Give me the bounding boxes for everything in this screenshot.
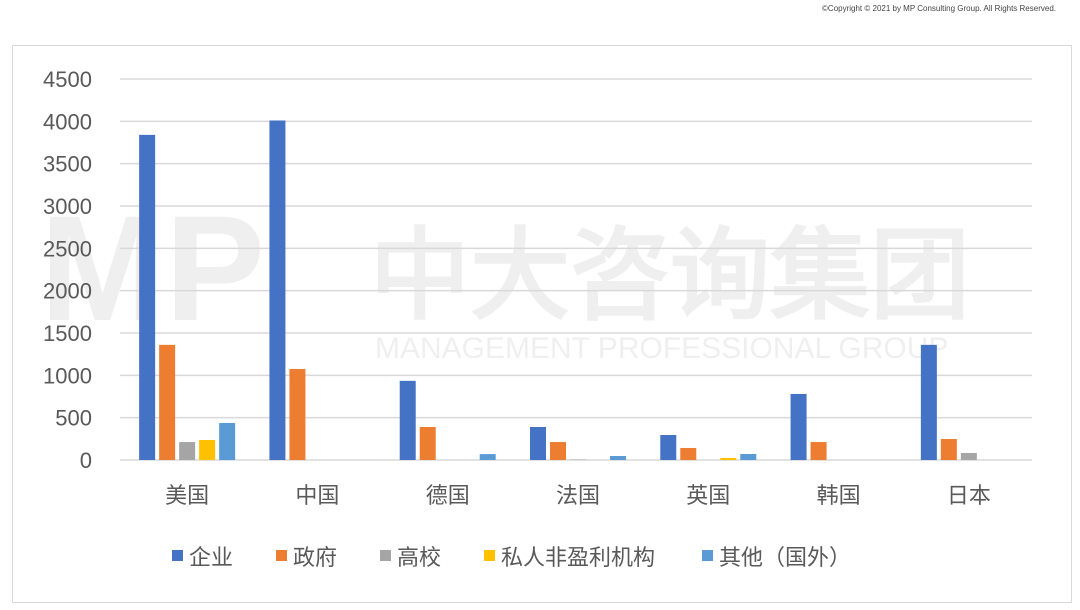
copyright-text: ©Copyright © 2021 by MP Consulting Group… [822,4,1056,13]
bar-私人非盈利机构-美国 [199,440,216,460]
legend-label: 政府 [293,546,337,571]
x-tick-label: 美国 [165,484,209,509]
y-tick-label: 2500 [43,236,92,261]
bar-政府-中国 [289,368,306,460]
chart-frame [12,45,1072,603]
x-tick-label: 德国 [426,484,470,509]
bar-政府-美国 [159,344,176,460]
bar-企业-法国 [530,426,546,460]
x-tick-label: 英国 [686,484,730,509]
y-tick-label: 500 [55,406,92,431]
y-tick-label: 4500 [43,67,92,92]
x-tick-label: 韩国 [817,484,861,509]
y-tick-label: 4000 [43,109,92,134]
bar-私人非盈利机构-英国 [720,457,737,460]
bar-企业-韩国 [790,393,807,460]
legend-swatch [484,550,495,561]
x-tick-label: 中国 [295,484,339,509]
y-tick-label: 0 [80,448,92,473]
legend-swatch [172,550,183,561]
legend-swatch [276,550,287,561]
x-tick-label: 日本 [947,484,991,509]
bar-其他（国外）-英国 [740,453,757,460]
bar-企业-美国 [139,134,156,460]
y-tick-label: 3500 [43,152,92,177]
bar-高校-日本 [960,452,977,460]
bar-政府-日本 [940,439,957,460]
bar-政府-韩国 [810,442,827,460]
bar-企业-德国 [399,380,416,460]
bar-企业-日本 [920,344,937,460]
watermark-en: MANAGEMENT PROFESSIONAL GROUP [375,332,948,365]
watermark: MP 中大咨询集团 MANAGEMENT PROFESSIONAL GROUP [40,184,970,365]
legend-label: 其他（国外） [719,546,851,571]
legend-label: 高校 [397,546,441,571]
legend-swatch [380,550,391,561]
bar-其他（国外）-美国 [219,423,236,460]
bar-企业-中国 [269,120,286,460]
x-tick-label: 法国 [556,484,600,509]
y-tick-label: 3000 [43,194,92,219]
watermark-cn: 中大咨询集团 [370,217,970,334]
bar-其他（国外）-法国 [610,456,626,460]
legend-swatch [702,550,713,561]
bar-政府-德国 [419,426,436,460]
bar-其他（国外）-德国 [479,454,496,460]
bar-企业-英国 [660,435,677,460]
bar-政府-英国 [680,447,697,460]
legend-label: 企业 [189,546,233,571]
y-tick-label: 1000 [43,363,92,388]
y-tick-label: 1500 [43,321,92,346]
y-tick-label: 2000 [43,279,92,304]
bar-高校-美国 [179,442,196,460]
legend-label: 私人非盈利机构 [501,546,655,571]
bar-政府-法国 [550,442,566,460]
